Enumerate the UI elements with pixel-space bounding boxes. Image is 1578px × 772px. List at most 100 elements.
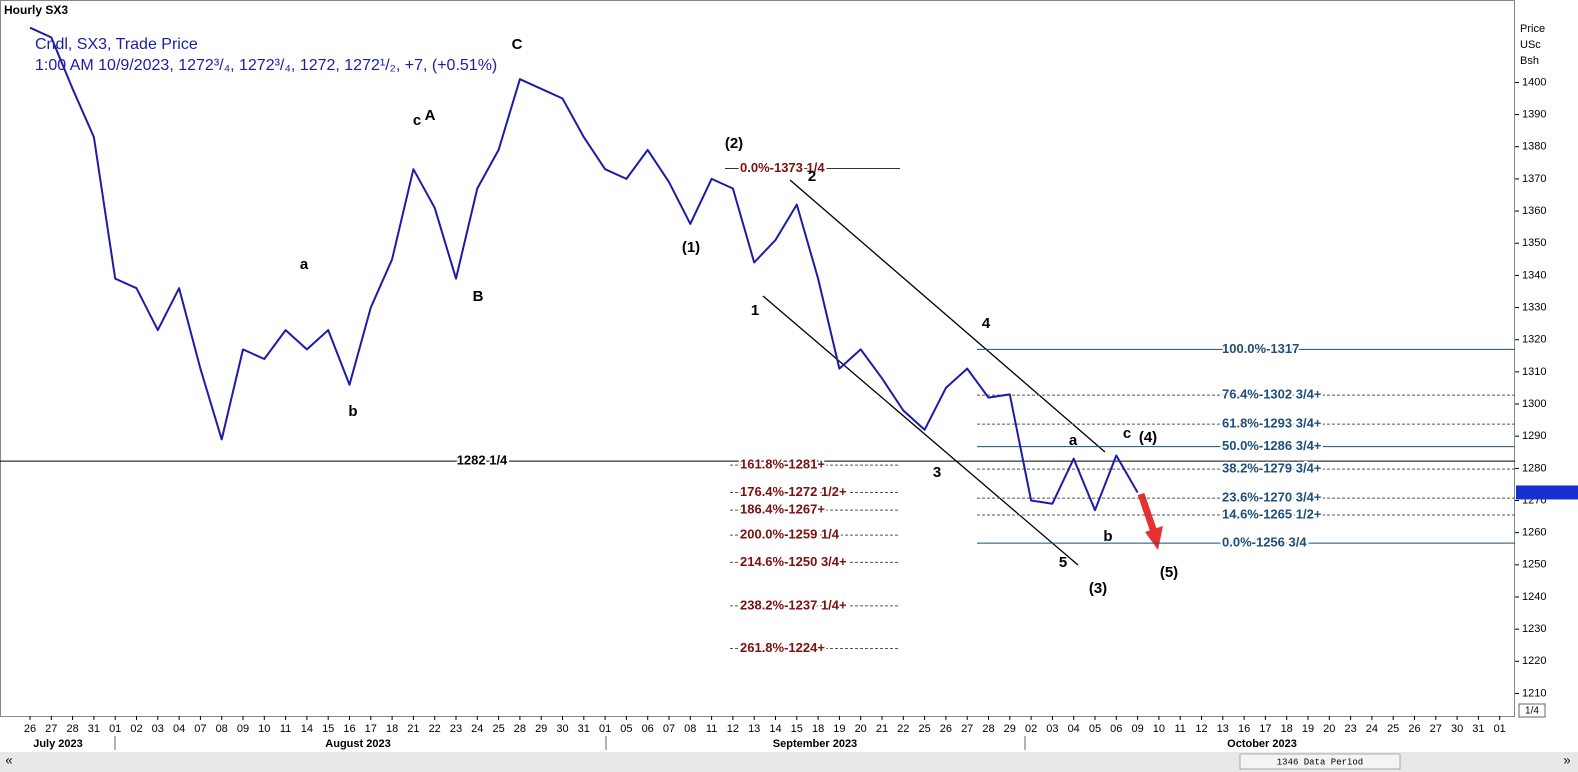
axis-label: USc	[1520, 39, 1541, 51]
wave-label: 5	[1059, 554, 1067, 571]
x-tick-label: 07	[194, 723, 206, 735]
fib-label: 261.8%-1224+	[740, 640, 825, 655]
y-tick-label: 1320	[1522, 334, 1546, 346]
fib-label: 176.4%-1272 1/2+	[740, 484, 847, 499]
info-line: 1:00 AM 10/9/2023, 1272³/₄, 1272³/₄, 127…	[35, 57, 497, 74]
fib-label: 23.6%-1270 3/4+	[1222, 490, 1322, 505]
x-tick-label: 22	[429, 723, 441, 735]
x-tick-label: 13	[748, 723, 760, 735]
y-tick-label: 1220	[1522, 655, 1546, 667]
zoom-label[interactable]: 1/4	[1525, 706, 1539, 717]
fib-label: 200.0%-1259 1/4	[740, 527, 840, 542]
x-tick-label: 11	[1174, 723, 1185, 735]
axis-label: Bsh	[1520, 55, 1539, 67]
fib-label: 38.2%-1279 3/4+	[1222, 461, 1322, 476]
x-tick-label: 29	[1004, 723, 1016, 735]
x-tick-label: 28	[514, 723, 526, 735]
wave-label: (5)	[1160, 564, 1178, 581]
fib-label: 76.4%-1302 3/4+	[1222, 387, 1322, 402]
x-tick-label: 21	[876, 723, 888, 735]
fib-label: 0.0%-1373 1/4	[740, 160, 825, 175]
x-tick-label: 12	[1195, 723, 1207, 735]
y-tick-label: 1380	[1522, 141, 1546, 153]
x-tick-label: 06	[642, 723, 654, 735]
x-tick-label: 30	[556, 723, 568, 735]
wave-label: B	[473, 288, 484, 305]
x-tick-label: 25	[492, 723, 504, 735]
wave-label: b	[348, 403, 357, 420]
fib-label: 186.4%-1267+	[740, 502, 825, 517]
x-tick-label: 24	[1366, 723, 1378, 735]
x-tick-label: 20	[855, 723, 867, 735]
chart-title: Hourly SX3	[4, 3, 68, 17]
x-tick-label: 27	[961, 723, 973, 735]
x-tick-label: 16	[1238, 723, 1250, 735]
x-tick-label: 25	[918, 723, 930, 735]
wave-label: 3	[933, 464, 941, 481]
x-tick-label: 07	[663, 723, 675, 735]
wave-label: A	[425, 107, 436, 124]
x-tick-label: 10	[258, 723, 270, 735]
x-tick-label: 14	[301, 723, 313, 735]
footer-box	[1239, 753, 1401, 770]
x-tick-label: 01	[599, 723, 611, 735]
x-tick-label: 08	[684, 723, 696, 735]
x-tick-label: 29	[535, 723, 547, 735]
nav-left[interactable]: «	[5, 752, 12, 767]
wave-label: (3)	[1089, 580, 1107, 597]
wave-label: b	[1103, 528, 1112, 545]
x-tick-label: 24	[471, 723, 483, 735]
y-tick-label: 1280	[1522, 462, 1546, 474]
x-tick-label: 15	[791, 723, 803, 735]
x-tick-label: 30	[1451, 723, 1463, 735]
x-tick-label: 09	[237, 723, 249, 735]
x-tick-label: 28	[982, 723, 994, 735]
x-tick-label: 17	[1259, 723, 1271, 735]
fib-label: 238.2%-1237 1/4+	[740, 597, 847, 612]
x-tick-label: 10	[1153, 723, 1165, 735]
wave-label: (1)	[682, 239, 700, 256]
x-tick-label: 02	[130, 723, 142, 735]
y-tick-label: 1300	[1522, 398, 1546, 410]
x-tick-label: 26	[1408, 723, 1420, 735]
y-tick-label: 1210	[1522, 687, 1546, 699]
fib-label: 0.0%-1256 3/4	[1222, 535, 1307, 550]
x-tick-label: 05	[620, 723, 632, 735]
support-label: 1282 1/4	[457, 453, 508, 468]
last-price-marker	[1516, 485, 1578, 500]
x-tick-label: 31	[88, 723, 100, 735]
subtitle: Cndl, SX3, Trade Price	[35, 36, 198, 53]
y-tick-label: 1330	[1522, 301, 1546, 313]
wave-label: (4)	[1139, 429, 1157, 446]
wave-label: (2)	[725, 135, 743, 152]
channel-line	[762, 295, 1079, 566]
arrow-head	[1145, 526, 1163, 550]
fib-label: 161.8%-1281+	[740, 457, 825, 472]
zoom-box[interactable]	[1518, 703, 1546, 718]
wave-label: C	[512, 36, 523, 53]
y-tick-label: 1400	[1522, 76, 1546, 88]
nav-right[interactable]: »	[1563, 752, 1570, 767]
x-tick-label: 11	[280, 723, 291, 735]
x-tick-label: 09	[1131, 723, 1143, 735]
x-tick-label: 19	[833, 723, 845, 735]
x-tick-label: 27	[1430, 723, 1442, 735]
y-tick-label: 1360	[1522, 205, 1546, 217]
wave-label: a	[300, 256, 309, 273]
plot-frame	[0, 0, 1515, 717]
channel-line	[789, 179, 1106, 453]
x-tick-label: 15	[322, 723, 334, 735]
month-label: September 2023	[773, 738, 857, 750]
fib-label: 14.6%-1265 1/2+	[1222, 506, 1322, 521]
x-tick-label: 20	[1323, 723, 1335, 735]
x-tick-label: 31	[578, 723, 590, 735]
y-tick-label: 1340	[1522, 269, 1546, 281]
x-tick-label: 26	[24, 723, 36, 735]
price-line	[29, 26, 1139, 512]
x-tick-label: 01	[109, 723, 121, 735]
x-tick-label: 23	[1344, 723, 1356, 735]
month-label: July 2023	[33, 738, 83, 750]
wave-label: c	[1123, 425, 1131, 442]
wave-label: 1	[751, 302, 759, 319]
